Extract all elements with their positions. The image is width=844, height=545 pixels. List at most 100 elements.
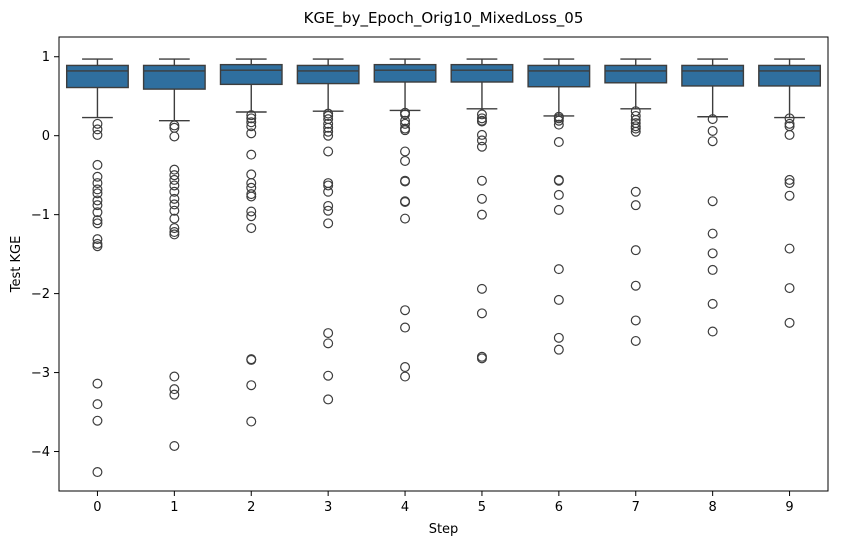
axes: 1 0 −1 −2 −3 −4 0 1 2 3 4 5 6 7 8 9: [31, 36, 829, 515]
iqr-box: [219, 63, 283, 86]
x-axis-title: Step: [429, 522, 459, 537]
outlier-point: [630, 110, 641, 121]
outlier-point: [323, 394, 334, 405]
outlier-point: [476, 193, 487, 204]
outlier-point: [323, 180, 334, 191]
outlier-point: [553, 175, 564, 186]
outlier-point: [400, 125, 411, 136]
y-tick-label: 1: [42, 50, 50, 65]
iqr-box: [758, 64, 822, 87]
outlier-point: [246, 380, 257, 391]
x-tick-label: 2: [247, 500, 255, 515]
outlier-point: [323, 130, 334, 141]
outlier-point: [630, 245, 641, 256]
outlier-point: [92, 218, 103, 229]
outlier-point: [476, 308, 487, 319]
outlier-point: [92, 378, 103, 389]
outlier-point: [784, 317, 795, 328]
outlier-point: [169, 131, 180, 142]
outlier-point: [707, 114, 718, 125]
outlier-point: [476, 175, 487, 186]
outlier-point: [246, 117, 257, 128]
outlier-point: [246, 110, 257, 121]
outlier-point: [169, 170, 180, 181]
outlier-point: [323, 118, 334, 129]
outlier-point: [92, 171, 103, 182]
iqr-box: [142, 64, 206, 90]
outlier-point: [400, 146, 411, 157]
outlier-point: [323, 328, 334, 339]
outlier-point: [630, 200, 641, 211]
plot-area: [65, 58, 822, 478]
outlier-point: [246, 206, 257, 217]
outlier-point: [553, 137, 564, 148]
x-tick-label: 5: [478, 500, 486, 515]
x-tick-label: 6: [555, 500, 563, 515]
y-tick-label: −1: [31, 208, 50, 223]
outlier-point: [784, 243, 795, 254]
outlier-point: [92, 415, 103, 426]
outlier-point: [400, 371, 411, 382]
outlier-point: [784, 190, 795, 201]
outlier-point: [400, 197, 411, 208]
outlier-point: [400, 118, 411, 129]
outlier-point: [476, 209, 487, 220]
outlier-point: [630, 126, 641, 137]
outlier-point: [246, 211, 257, 222]
outlier-point: [169, 186, 180, 197]
iqr-box: [681, 64, 745, 87]
x-tick-label: 3: [324, 500, 332, 515]
outlier-point: [707, 248, 718, 259]
outlier-point: [92, 184, 103, 195]
box-step-2: [219, 58, 283, 427]
outlier-point: [553, 344, 564, 355]
box-step-6: [527, 58, 591, 355]
outlier-point: [246, 354, 257, 365]
outlier-point: [707, 326, 718, 337]
x-tick-label: 8: [709, 500, 717, 515]
outlier-point: [246, 149, 257, 160]
outlier-point: [553, 119, 564, 130]
iqr-box: [450, 63, 514, 83]
outlier-point: [476, 109, 487, 120]
outlier-point: [707, 196, 718, 207]
outlier-point: [553, 264, 564, 275]
outlier-point: [553, 204, 564, 215]
outlier-point: [476, 141, 487, 152]
outlier-point: [246, 113, 257, 124]
plot-frame: [58, 36, 829, 492]
iqr-box: [296, 64, 360, 85]
outlier-point: [92, 124, 103, 135]
outlier-point: [92, 241, 103, 252]
outlier-point: [784, 174, 795, 185]
y-tick-label: 0: [42, 129, 50, 144]
outlier-point: [707, 136, 718, 147]
outlier-point: [169, 205, 180, 216]
outlier-point: [400, 115, 411, 126]
x-tick-label: 0: [93, 500, 101, 515]
outlier-point: [92, 200, 103, 211]
outlier-point: [92, 129, 103, 140]
outlier-point: [707, 228, 718, 239]
outlier-point: [553, 115, 564, 126]
chart-title: KGE_by_Epoch_Orig10_MixedLoss_05: [304, 9, 584, 28]
outlier-point: [169, 193, 180, 204]
outlier-point: [92, 188, 103, 199]
outlier-point: [169, 229, 180, 240]
outlier-point: [169, 384, 180, 395]
box-step-4: [373, 58, 437, 382]
outlier-point: [92, 159, 103, 170]
outlier-point: [476, 353, 487, 364]
iqr-box: [527, 64, 591, 88]
outlier-point: [323, 110, 334, 121]
outlier-point: [400, 305, 411, 316]
outlier-point: [476, 129, 487, 140]
outlier-point: [92, 467, 103, 478]
outlier-point: [169, 199, 180, 210]
outlier-point: [323, 205, 334, 216]
outlier-point: [784, 129, 795, 140]
y-tick-label: −2: [31, 287, 50, 302]
y-tick-label: −4: [31, 445, 50, 460]
box-step-0: [65, 58, 129, 478]
